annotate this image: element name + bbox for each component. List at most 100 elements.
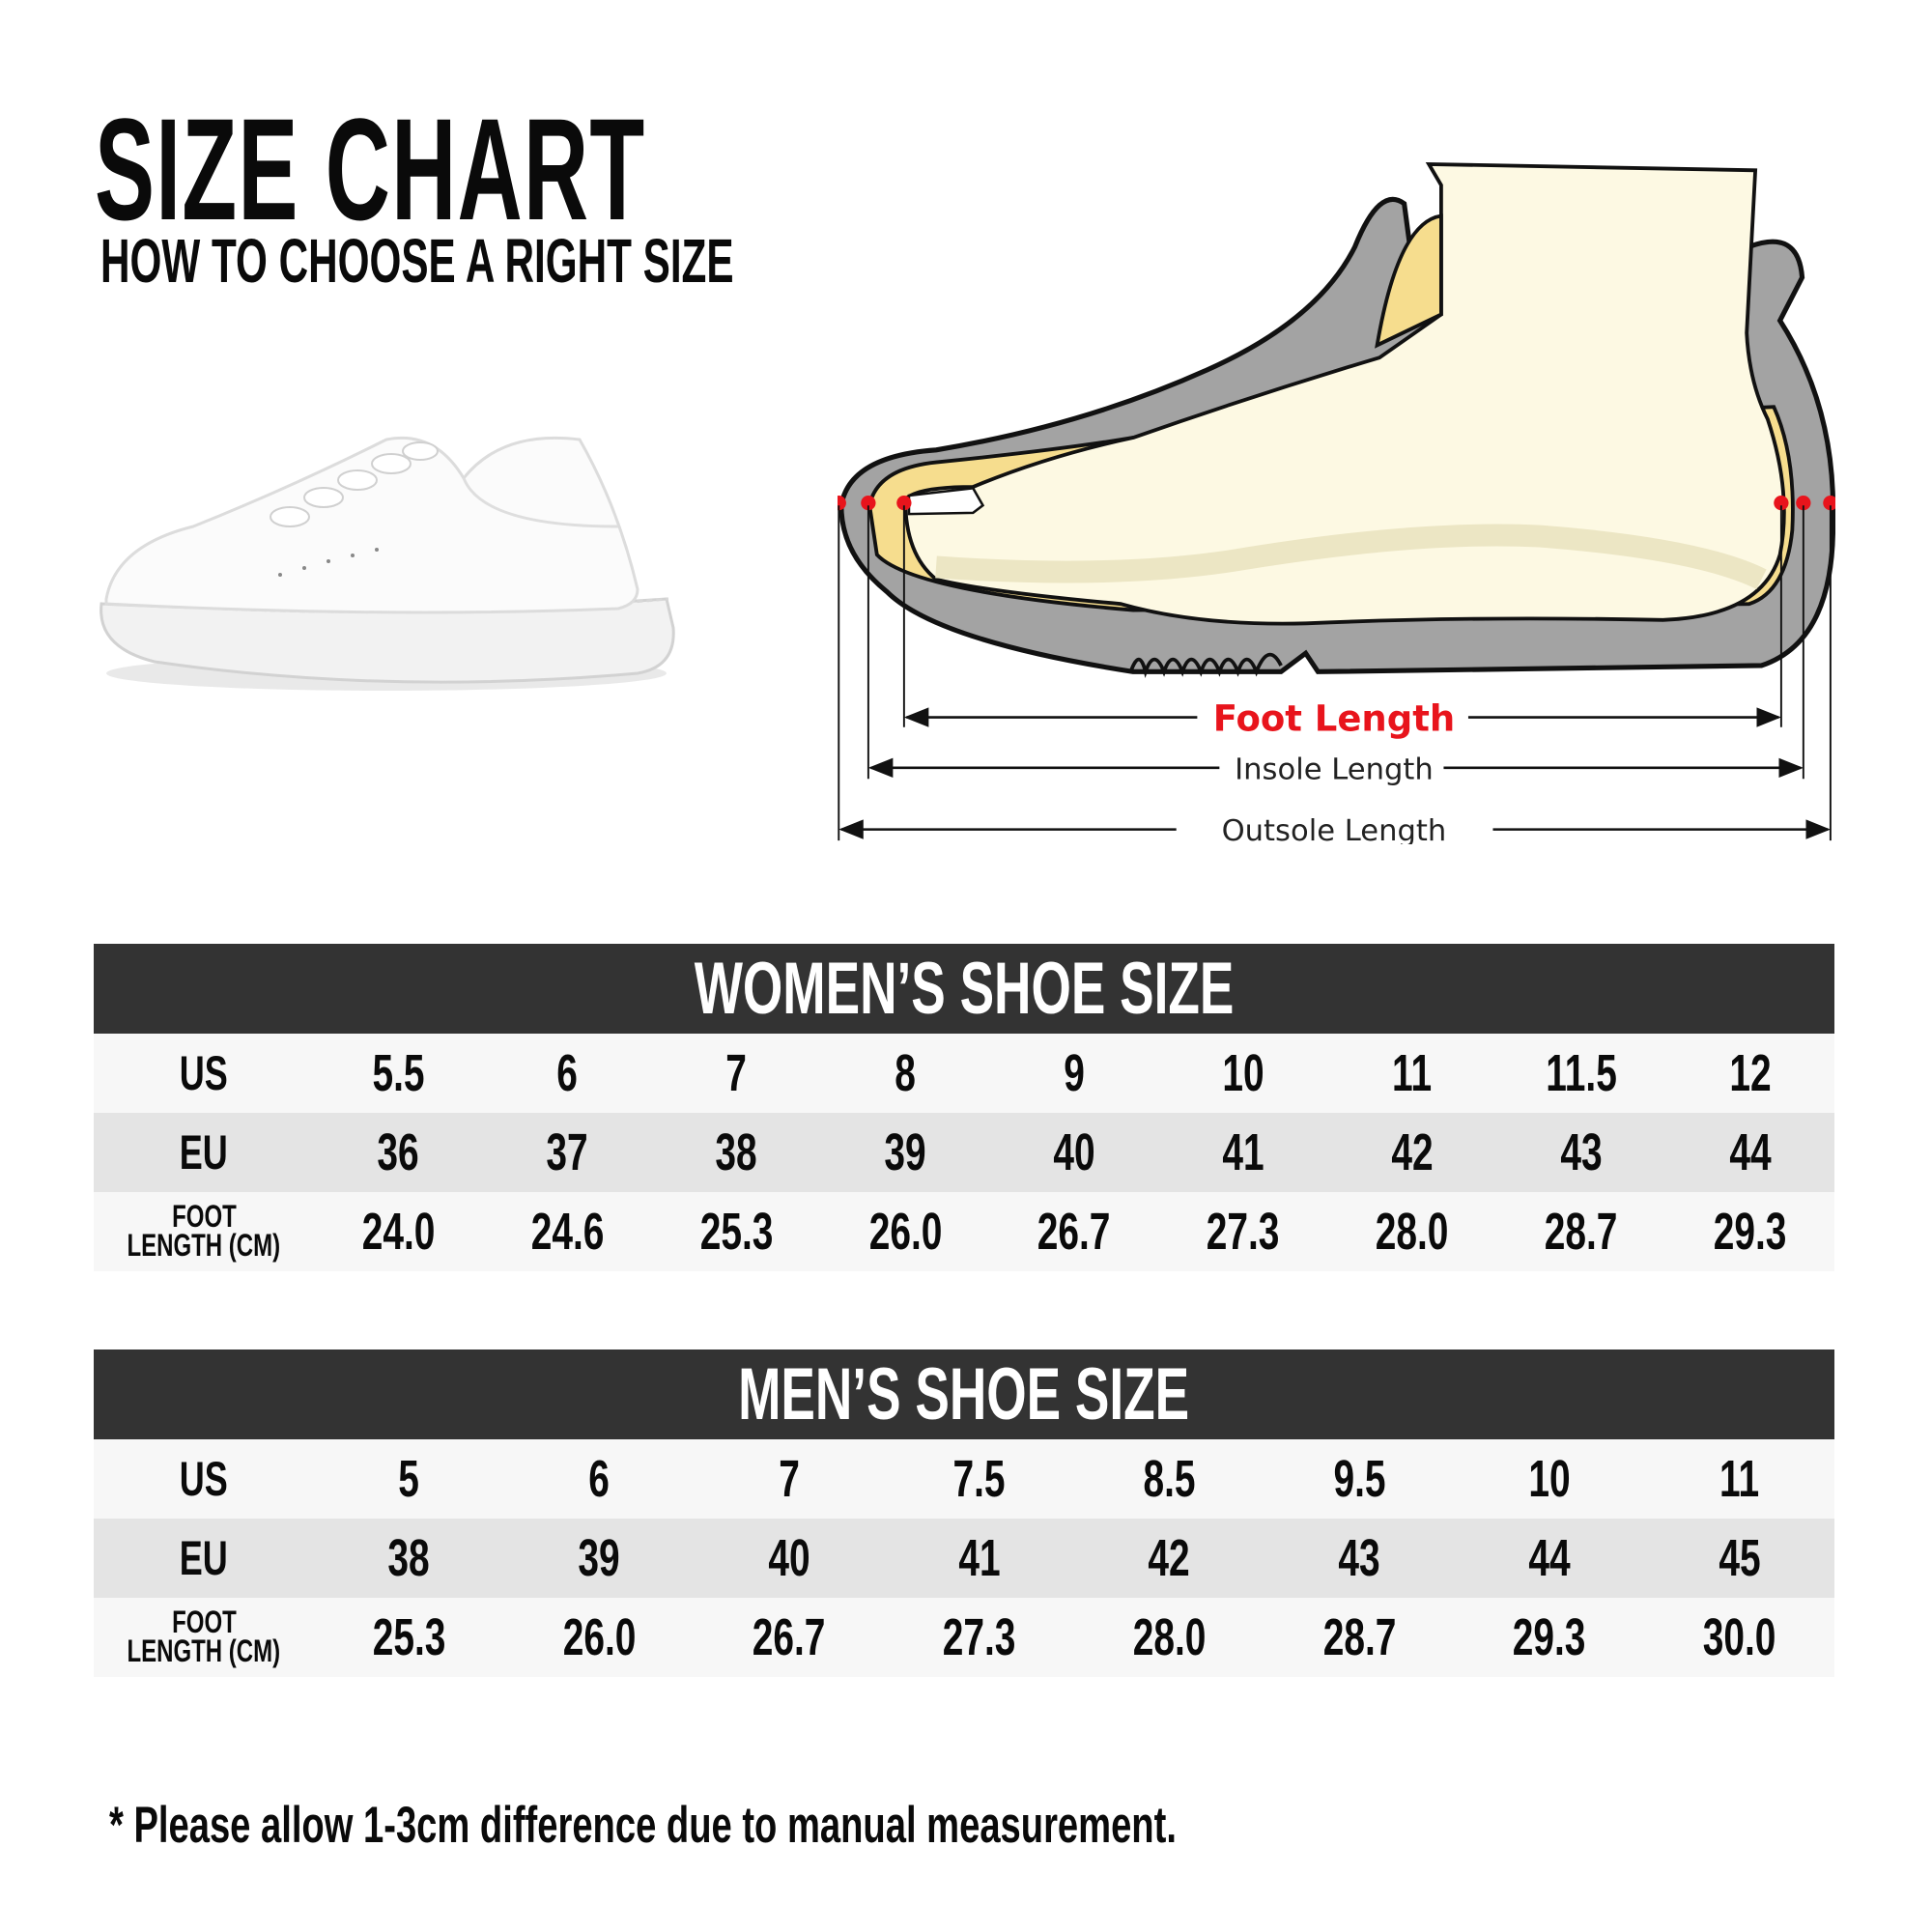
cell-value: 27.3 [942, 1608, 1016, 1666]
table-cell: 30.0 [1644, 1607, 1834, 1667]
table-cell: 42 [1327, 1122, 1496, 1182]
cell-value: 40 [768, 1529, 810, 1587]
cell-value: 44 [1528, 1529, 1571, 1587]
cell-value: 28.7 [1544, 1203, 1618, 1261]
cell-value: 12 [1728, 1044, 1772, 1102]
row-label-text: US [179, 1452, 229, 1506]
cell-value: 6 [556, 1044, 579, 1102]
row-label-line1: FOOT [171, 1199, 237, 1234]
table-cell: 28.0 [1327, 1202, 1496, 1262]
cell-value: 8.5 [1143, 1450, 1196, 1508]
cell-value: 41 [1222, 1123, 1264, 1181]
row-label-line1: FOOT [171, 1605, 237, 1639]
foot-measurement-diagram: Foot Length Insole Length Outsole Length [838, 161, 1835, 844]
table-cell: 27.3 [884, 1607, 1074, 1667]
row-label-text: EU [179, 1531, 229, 1585]
cell-value: 42 [1148, 1529, 1190, 1587]
table-cell: 12 [1665, 1043, 1834, 1103]
table-cell: 40 [990, 1122, 1159, 1182]
cell-value: 29.3 [1713, 1203, 1787, 1261]
row-label: EU [94, 1530, 314, 1586]
table-cell: 42 [1074, 1528, 1264, 1588]
cell-value: 39 [578, 1529, 620, 1587]
row-label-text: EU [179, 1125, 229, 1179]
foot-shape [903, 161, 1786, 626]
cell-value: 25.3 [372, 1608, 446, 1666]
cell-value: 11 [1719, 1450, 1760, 1508]
table-cell: 6 [483, 1043, 652, 1103]
table-cell: 39 [821, 1122, 990, 1182]
cell-value: 43 [1560, 1123, 1603, 1181]
table-cell: 29.3 [1665, 1202, 1834, 1262]
us-row: US 5 6 7 7.5 8.5 9.5 10 11 [94, 1439, 1834, 1519]
table-cell: 36 [314, 1122, 483, 1182]
cell-value: 28.0 [1375, 1203, 1449, 1261]
row-label-line2: LENGTH (CM) [127, 1634, 281, 1668]
row-label-text: US [179, 1046, 229, 1100]
table-cell: 43 [1264, 1528, 1455, 1588]
table-cell: 38 [314, 1528, 504, 1588]
cell-value: 39 [884, 1123, 926, 1181]
cell-value: 36 [377, 1123, 420, 1181]
us-row: US 5.5 6 7 8 9 10 11 11.5 12 [94, 1034, 1834, 1113]
cell-value: 10 [1528, 1450, 1571, 1508]
table-cell: 28.0 [1074, 1607, 1264, 1667]
cell-value: 40 [1053, 1123, 1095, 1181]
cell-value: 37 [546, 1123, 588, 1181]
table-cell: 28.7 [1264, 1607, 1455, 1667]
table-cell: 10 [1455, 1449, 1645, 1509]
table-cell: 24.0 [314, 1202, 483, 1262]
table-cell: 41 [884, 1528, 1074, 1588]
table-cell: 7 [695, 1449, 885, 1509]
row-label: FOOT LENGTH (CM) [94, 1199, 314, 1261]
cell-value: 8 [895, 1044, 916, 1102]
eu-row: EU 38 39 40 41 42 43 44 45 [94, 1519, 1834, 1598]
table-cell: 26.0 [821, 1202, 990, 1262]
cell-value: 44 [1728, 1123, 1772, 1181]
table-title: WOMEN’S SHOE SIZE [94, 944, 1834, 1034]
table-cell: 8 [821, 1043, 990, 1103]
row-label: US [94, 1451, 314, 1507]
cell-value: 24.0 [361, 1203, 436, 1261]
table-cell: 29.3 [1455, 1607, 1645, 1667]
table-cell: 41 [1158, 1122, 1327, 1182]
cell-value: 29.3 [1513, 1608, 1586, 1666]
table-cell: 5 [314, 1449, 504, 1509]
row-label: EU [94, 1124, 314, 1180]
table-cell: 11 [1644, 1449, 1834, 1509]
cell-value: 43 [1338, 1529, 1380, 1587]
table-title-text: WOMEN’S SHOE SIZE [694, 948, 1235, 1030]
cell-value: 38 [387, 1529, 430, 1587]
insole-length-label: Insole Length [1235, 753, 1434, 786]
cell-value: 30.0 [1702, 1608, 1776, 1666]
table-cell: 9 [990, 1043, 1159, 1103]
cell-value: 42 [1391, 1123, 1434, 1181]
table-cell: 38 [652, 1122, 821, 1182]
page-subtitle: HOW TO CHOOSE A RIGHT SIZE [100, 226, 734, 296]
cell-value: 45 [1718, 1529, 1761, 1587]
cell-value: 38 [715, 1123, 757, 1181]
table-cell: 27.3 [1158, 1202, 1327, 1262]
table-cell: 26.7 [990, 1202, 1159, 1262]
table-cell: 5.5 [314, 1043, 483, 1103]
sneaker-image [99, 436, 675, 691]
table-cell: 24.6 [483, 1202, 652, 1262]
cell-value: 26.7 [753, 1608, 826, 1666]
cell-value: 28.7 [1322, 1608, 1396, 1666]
table-cell: 37 [483, 1122, 652, 1182]
cell-value: 10 [1222, 1044, 1264, 1102]
cell-value: 24.6 [530, 1203, 605, 1261]
cell-value: 5 [398, 1450, 420, 1508]
table-cell: 45 [1644, 1528, 1834, 1588]
cell-value: 27.3 [1207, 1203, 1280, 1261]
cell-value: 7 [779, 1450, 800, 1508]
table-cell: 25.3 [652, 1202, 821, 1262]
table-cell: 8.5 [1074, 1449, 1264, 1509]
row-label: US [94, 1045, 314, 1101]
cell-value: 9.5 [1333, 1450, 1386, 1508]
table-cell: 40 [695, 1528, 885, 1588]
mens-size-table: MEN’S SHOE SIZE US 5 6 7 7.5 8.5 9.5 10 11 EU 38 39 4… [94, 1350, 1834, 1677]
cell-value: 11 [1392, 1044, 1433, 1102]
cell-value: 7.5 [952, 1450, 1006, 1508]
measurement-footnote: * Please allow 1-3cm difference due to m… [109, 1797, 1177, 1854]
